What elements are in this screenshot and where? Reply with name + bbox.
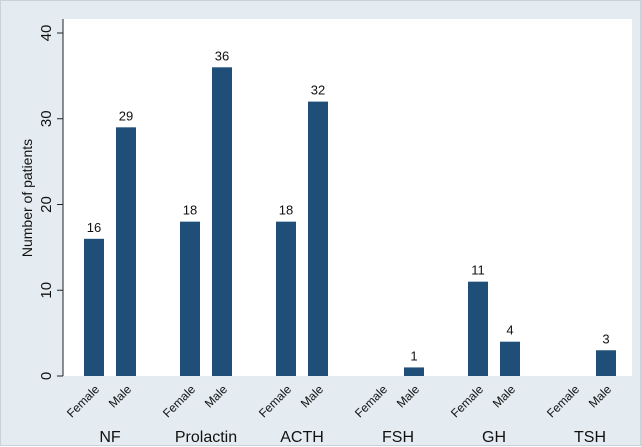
group-label: TSH	[574, 429, 606, 446]
x-tick-label: Male	[202, 382, 231, 411]
x-tick-label: Female	[160, 382, 198, 420]
bar-value-label: 18	[183, 203, 197, 218]
x-tick-label: Female	[64, 382, 102, 420]
y-tick-label: 0	[38, 372, 55, 380]
x-tick-label: Male	[394, 382, 423, 411]
y-axis: 0 10 20 30 40	[38, 19, 64, 380]
bar-value-label: 11	[471, 263, 485, 278]
bar-value-label: 1	[410, 348, 417, 363]
plot-area	[63, 19, 632, 376]
bar-acth-male	[308, 101, 328, 376]
bar-value-label: 29	[119, 108, 133, 123]
bar-value-label: 16	[87, 220, 101, 235]
group-label: FSH	[382, 429, 414, 446]
group-label: NF	[99, 429, 121, 446]
bar-value-label: 18	[279, 203, 293, 218]
bar-gh-female	[468, 281, 488, 376]
bar-prolactin-male	[212, 67, 232, 377]
x-tick-label: Female	[544, 382, 582, 420]
x-tick-label: Male	[106, 382, 135, 411]
x-tick-label: Male	[586, 382, 615, 411]
bar-gh-male	[500, 341, 520, 376]
y-tick-label: 40	[38, 25, 55, 42]
bar-value-label: 36	[215, 48, 229, 63]
bar-acth-female	[276, 221, 296, 376]
bar-value-label: 3	[602, 331, 609, 346]
x-tick-label: Male	[298, 382, 327, 411]
y-tick-label: 10	[38, 282, 55, 299]
x-tick-label: Male	[490, 382, 519, 411]
bar-tsh-male	[596, 350, 616, 376]
x-tick-label: Female	[256, 382, 294, 420]
x-tick-label: Female	[448, 382, 486, 420]
bar-fsh-male	[404, 367, 424, 376]
bar-nf-male	[116, 127, 136, 376]
x-tick-label: Female	[352, 382, 390, 420]
y-tick-label: 30	[38, 110, 55, 127]
y-tick-label: 20	[38, 196, 55, 213]
y-axis-title: Number of patients	[19, 139, 35, 257]
group-label: GH	[482, 429, 506, 446]
bar-value-label: 4	[506, 323, 513, 338]
bar-value-label: 32	[311, 83, 325, 98]
group-label: ACTH	[280, 429, 324, 446]
group-label: Prolactin	[175, 429, 237, 446]
bar-nf-female	[84, 238, 104, 376]
bar-prolactin-female	[180, 221, 200, 376]
